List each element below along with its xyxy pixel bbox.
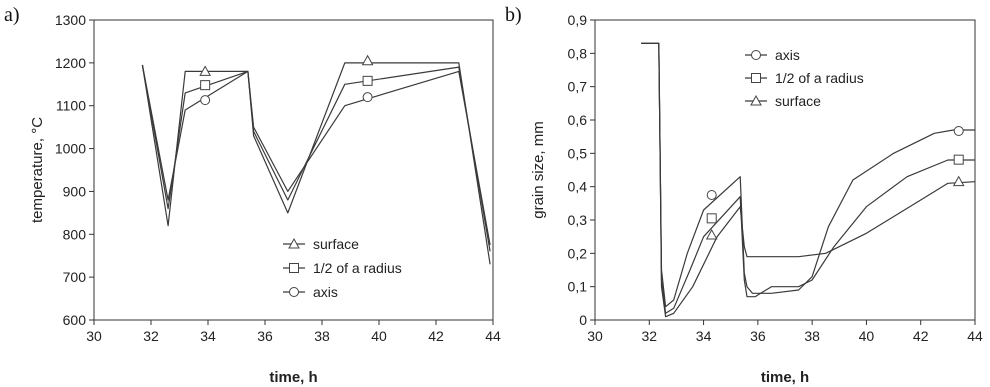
- chart-a-series-line: [141, 62, 491, 265]
- chart-a-series-marker: [200, 95, 211, 106]
- chart-a-x-tick-label: 44: [485, 328, 501, 344]
- chart-a-legend-label: 1/2 of a radius: [313, 260, 402, 276]
- chart-b-x-tick-label: 32: [641, 328, 657, 344]
- chart-a-legend-label: axis: [313, 284, 338, 300]
- chart-b-series-marker: [705, 228, 718, 240]
- chart-a-series-marker: [199, 65, 211, 76]
- chart-a-y-tick-label: 1300: [55, 12, 86, 28]
- chart-b-series-marker: [706, 190, 717, 200]
- chart-b-series-marker: [952, 175, 965, 187]
- chart-a-x-tick-label: 40: [371, 328, 387, 344]
- chart-b-xlabel: time, h: [761, 369, 809, 386]
- chart-b-x-tick-label: 40: [859, 328, 875, 344]
- chart-a-x-tick-label: 38: [314, 328, 330, 344]
- chart-a-x-tick-label: 42: [428, 328, 444, 344]
- chart-a-y-tick-label: 1200: [55, 55, 86, 71]
- chart-b-y-tick-label: 0,3: [568, 212, 588, 228]
- chart-b-legend-marker: [751, 50, 761, 60]
- chart-b-y-tick-label: 0,8: [568, 45, 588, 61]
- chart-a-y-tick-label: 1000: [55, 141, 86, 157]
- chart-b-legend-label: surface: [775, 93, 821, 109]
- chart-b-legend-marker: [751, 73, 761, 83]
- chart-b-y-tick-label: 0,5: [568, 145, 588, 161]
- chart-a-y-tick-label: 700: [63, 269, 87, 285]
- chart-a-x-tick-label: 32: [143, 328, 159, 344]
- chart-b-y-tick-label: 0,1: [568, 279, 588, 295]
- chart-b-series-marker: [953, 126, 964, 136]
- chart-a-series-marker: [361, 54, 374, 66]
- chart-a-y-tick-label: 800: [63, 226, 87, 242]
- chart-b-y-tick-label: 0,4: [568, 179, 588, 195]
- chart-b-y-tick-label: 0,6: [568, 112, 588, 128]
- chart-a-series-marker: [200, 80, 211, 91]
- chart-a-frame: [93, 19, 494, 321]
- chart-b-x-tick-label: 36: [750, 328, 766, 344]
- chart-a-x-tick-label: 30: [86, 328, 102, 344]
- chart-a-x-tick-label: 34: [200, 328, 216, 344]
- chart-b-x-tick-label: 44: [967, 328, 983, 344]
- panel-b-tag: b): [505, 4, 522, 26]
- chart-b-x-tick-label: 42: [913, 328, 929, 344]
- chart-a-xlabel: time, h: [269, 369, 317, 386]
- chart-b-x-tick-label: 38: [804, 328, 820, 344]
- chart-b-legend-label: axis: [775, 47, 800, 63]
- chart-b-y-tick-label: 0: [579, 312, 587, 328]
- chart-b-series-line: [641, 42, 976, 318]
- chart-b-ylabel: grain size, mm: [530, 121, 547, 219]
- chart-a-series-marker: [362, 92, 373, 103]
- chart-a-y-tick-label: 900: [63, 183, 87, 199]
- chart-b-legend-marker: [750, 94, 762, 106]
- chart-b-series-marker: [706, 213, 717, 224]
- chart-a-series-marker: [362, 75, 373, 86]
- chart-a-y-tick-label: 1100: [56, 98, 86, 114]
- chart-a-series-line: [141, 64, 491, 246]
- chart-b-x-tick-label: 30: [587, 328, 603, 344]
- chart-b-series-line: [641, 42, 975, 314]
- chart-b-y-tick-label: 0,9: [568, 12, 588, 28]
- chart-a-y-tick-label: 600: [63, 312, 87, 328]
- chart-b-y-tick-label: 0,7: [568, 79, 588, 95]
- chart-a-legend-marker: [289, 263, 299, 273]
- chart-a-legend-marker: [288, 237, 300, 249]
- chart-b-series-marker: [953, 154, 964, 165]
- chart-b-frame: [594, 19, 976, 321]
- panel-a-tag: a): [4, 4, 20, 26]
- chart-a-ylabel: temperature, °C: [29, 117, 46, 223]
- chart-b-y-tick-label: 0,2: [568, 245, 588, 261]
- chart-a-legend-label: surface: [313, 236, 359, 252]
- chart-b-legend-label: 1/2 of a radius: [775, 70, 864, 86]
- chart-b-x-tick-label: 34: [696, 328, 712, 344]
- chart-b-series-line: [641, 42, 975, 308]
- chart-a-legend-marker: [289, 287, 299, 297]
- chart-a-x-tick-label: 36: [257, 328, 273, 344]
